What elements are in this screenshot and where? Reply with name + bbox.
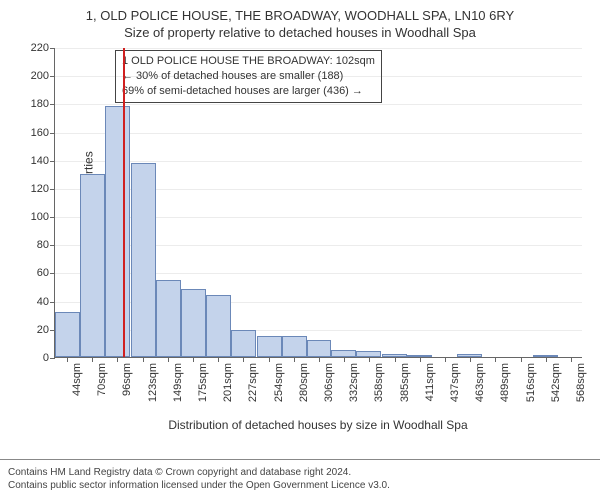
annotation-line1: 1 OLD POLICE HOUSE THE BROADWAY: 102sqm	[122, 54, 375, 69]
xtick-mark	[395, 357, 396, 362]
xtick-label: 411sqm	[424, 363, 436, 401]
xtick-mark	[546, 357, 547, 362]
chart-area: Number of detached properties 1 OLD POLI…	[0, 44, 600, 424]
xtick-label: 542sqm	[550, 363, 562, 402]
gridline	[55, 76, 582, 77]
xtick-label: 175sqm	[197, 363, 209, 402]
ytick-label: 0	[43, 352, 49, 364]
histogram-bar	[80, 174, 105, 357]
xtick-label: 332sqm	[348, 363, 360, 402]
xtick-mark	[168, 357, 169, 362]
histogram-bar	[231, 330, 256, 357]
histogram-bar	[331, 350, 356, 357]
xtick-mark	[470, 357, 471, 362]
xtick-label: 489sqm	[499, 363, 511, 402]
xtick-label: 201sqm	[222, 363, 234, 402]
ytick-mark	[50, 358, 55, 359]
annotation-line3: 69% of semi-detached houses are larger (…	[122, 84, 375, 99]
ytick-mark	[50, 245, 55, 246]
ytick-label: 40	[37, 296, 49, 308]
footer-line1: Contains HM Land Registry data © Crown c…	[8, 466, 592, 479]
xtick-label: 227sqm	[247, 363, 259, 402]
histogram-bar	[282, 336, 307, 357]
xtick-mark	[193, 357, 194, 362]
ytick-mark	[50, 48, 55, 49]
ytick-label: 140	[31, 155, 49, 167]
ytick-mark	[50, 217, 55, 218]
xtick-mark	[420, 357, 421, 362]
ytick-label: 220	[31, 42, 49, 54]
xtick-mark	[218, 357, 219, 362]
xtick-mark	[369, 357, 370, 362]
xtick-label: 123sqm	[147, 363, 159, 402]
ytick-mark	[50, 104, 55, 105]
xtick-mark	[269, 357, 270, 362]
x-axis-label: Distribution of detached houses by size …	[54, 418, 582, 432]
histogram-bar	[206, 295, 231, 357]
xtick-label: 516sqm	[525, 363, 537, 402]
xtick-mark	[571, 357, 572, 362]
xtick-mark	[294, 357, 295, 362]
histogram-bar	[131, 163, 156, 357]
xtick-label: 358sqm	[373, 363, 385, 402]
xtick-label: 70sqm	[96, 363, 108, 396]
ytick-mark	[50, 302, 55, 303]
histogram-bar	[156, 280, 181, 358]
xtick-mark	[117, 357, 118, 362]
ytick-label: 60	[37, 267, 49, 279]
plot-region: 1 OLD POLICE HOUSE THE BROADWAY: 102sqm …	[54, 48, 582, 358]
chart-title-line2: Size of property relative to detached ho…	[0, 23, 600, 46]
footer-line2: Contains public sector information licen…	[8, 479, 592, 492]
chart-title-line1: 1, OLD POLICE HOUSE, THE BROADWAY, WOODH…	[0, 0, 600, 23]
ytick-label: 180	[31, 98, 49, 110]
xtick-mark	[344, 357, 345, 362]
ytick-label: 200	[31, 70, 49, 82]
xtick-mark	[445, 357, 446, 362]
xtick-label: 385sqm	[399, 363, 411, 402]
xtick-mark	[67, 357, 68, 362]
xtick-mark	[143, 357, 144, 362]
xtick-mark	[521, 357, 522, 362]
xtick-label: 44sqm	[71, 363, 83, 396]
xtick-label: 306sqm	[323, 363, 335, 402]
ytick-mark	[50, 273, 55, 274]
xtick-label: 280sqm	[298, 363, 310, 402]
gridline	[55, 133, 582, 134]
reference-line	[123, 48, 125, 357]
gridline	[55, 104, 582, 105]
xtick-mark	[243, 357, 244, 362]
histogram-bar	[105, 106, 130, 357]
xtick-mark	[495, 357, 496, 362]
ytick-mark	[50, 189, 55, 190]
xtick-label: 437sqm	[449, 363, 461, 402]
ytick-mark	[50, 76, 55, 77]
xtick-mark	[92, 357, 93, 362]
xtick-label: 96sqm	[121, 363, 133, 396]
histogram-bar	[55, 312, 80, 357]
ytick-label: 120	[31, 183, 49, 195]
footer-attribution: Contains HM Land Registry data © Crown c…	[0, 459, 600, 500]
xtick-label: 254sqm	[273, 363, 285, 402]
ytick-label: 100	[31, 211, 49, 223]
histogram-bar	[307, 340, 332, 357]
histogram-bar	[257, 336, 282, 357]
xtick-label: 149sqm	[172, 363, 184, 402]
histogram-bar	[181, 289, 206, 357]
ytick-mark	[50, 161, 55, 162]
gridline	[55, 48, 582, 49]
ytick-label: 80	[37, 239, 49, 251]
ytick-label: 20	[37, 324, 49, 336]
xtick-label: 568sqm	[575, 363, 587, 402]
xtick-mark	[319, 357, 320, 362]
xtick-label: 463sqm	[474, 363, 486, 402]
ytick-mark	[50, 133, 55, 134]
ytick-label: 160	[31, 127, 49, 139]
